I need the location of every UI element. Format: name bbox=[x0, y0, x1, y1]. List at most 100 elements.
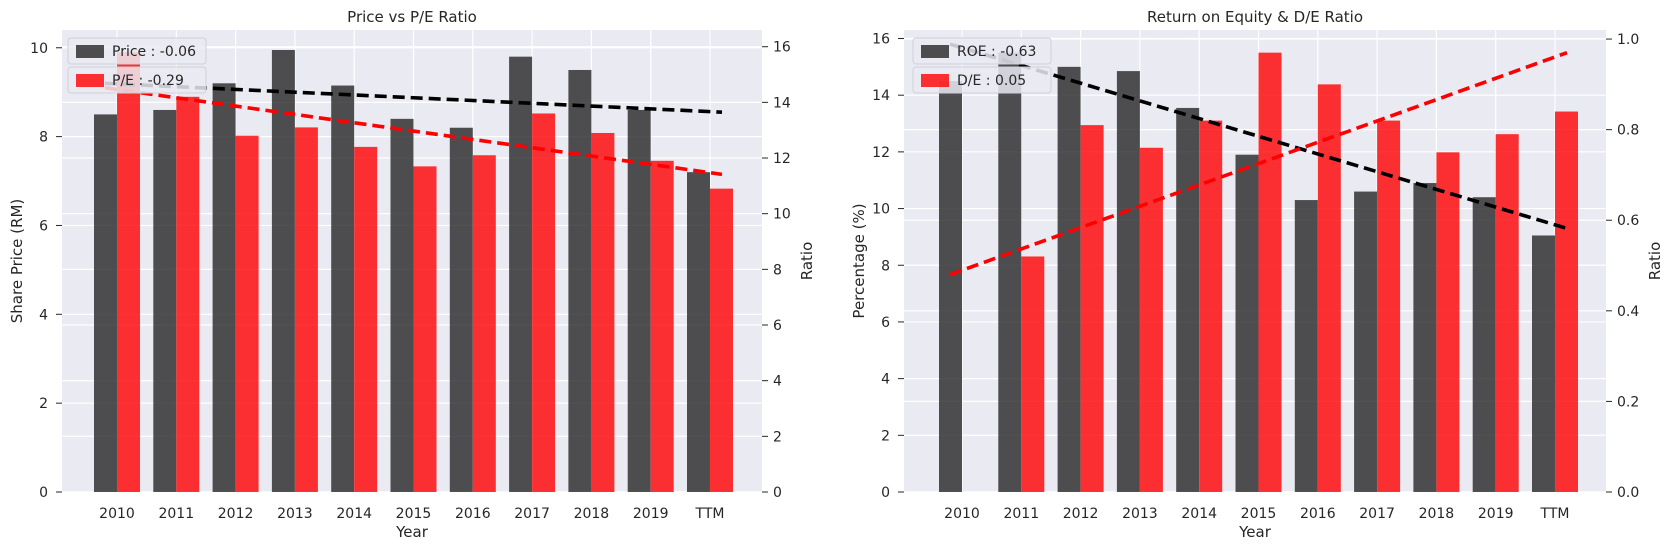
dark-bar-2015 bbox=[390, 118, 414, 492]
x-tick-label: 2013 bbox=[1122, 506, 1158, 522]
legend-label: Price : -0.06 bbox=[112, 44, 196, 60]
y2-tick-label: 0.6 bbox=[1617, 213, 1639, 229]
y-tick-label: 6 bbox=[39, 218, 48, 234]
red-bar-2014 bbox=[1199, 120, 1223, 493]
y2-tick-label: 0.0 bbox=[1617, 485, 1639, 501]
y2-tick-label: 6 bbox=[773, 318, 782, 334]
legend-2: P/E : -0.29 bbox=[67, 66, 207, 94]
y-tick-label: 4 bbox=[881, 372, 890, 388]
x-tick-label: TTM bbox=[695, 506, 725, 522]
legend-1: Price : -0.06 bbox=[67, 37, 207, 65]
x-tick-label: 2014 bbox=[336, 506, 372, 522]
dark-bar-2019 bbox=[1472, 197, 1496, 492]
y-tick-label: 4 bbox=[39, 307, 48, 323]
dark-bar-2019 bbox=[627, 109, 651, 492]
x-tick-label: 2018 bbox=[1419, 506, 1455, 522]
y2-tick-label: 12 bbox=[773, 151, 791, 167]
dark-bar-2018 bbox=[1413, 183, 1437, 492]
y-axis-label: Share Price (RM) bbox=[8, 199, 26, 323]
red-bar-2016 bbox=[1317, 84, 1341, 493]
red-bar-ttm bbox=[1555, 111, 1578, 492]
red-bar-2012 bbox=[235, 135, 259, 492]
dark-bar-2016 bbox=[449, 127, 473, 492]
y-tick-label: 2 bbox=[881, 428, 890, 444]
y-tick-label: 0 bbox=[39, 485, 48, 501]
y2-axis-label: Ratio bbox=[1646, 242, 1664, 281]
x-axis-label: Year bbox=[395, 523, 429, 541]
red-bar-2018 bbox=[1436, 152, 1460, 492]
x-tick-label: 2014 bbox=[1181, 506, 1217, 522]
red-bar-2013 bbox=[294, 127, 318, 492]
x-tick-label: 2015 bbox=[396, 506, 432, 522]
red-bar-2011 bbox=[176, 96, 200, 493]
dark-bar-2015 bbox=[1235, 154, 1259, 492]
dark-bar-2014 bbox=[1176, 107, 1200, 492]
y2-tick-label: 0.2 bbox=[1617, 394, 1639, 410]
dark-bar-ttm bbox=[687, 172, 710, 492]
y-tick-label: 2 bbox=[39, 396, 48, 412]
red-bar-2016 bbox=[472, 155, 496, 492]
red-bar-2015 bbox=[1258, 52, 1282, 492]
y2-tick-label: 0.8 bbox=[1617, 123, 1639, 139]
y2-tick-label: 8 bbox=[773, 262, 782, 278]
y2-tick-label: 4 bbox=[773, 374, 782, 390]
dark-bar-ttm bbox=[1532, 235, 1555, 493]
red-bar-2019 bbox=[650, 160, 674, 492]
red-bar-2014 bbox=[354, 146, 378, 492]
legend-swatch bbox=[921, 74, 949, 87]
x-tick-label: 2011 bbox=[158, 506, 194, 522]
y-tick-label: 14 bbox=[872, 88, 890, 104]
red-bar-2015 bbox=[413, 166, 437, 493]
x-tick-label: TTM bbox=[1540, 506, 1570, 522]
x-tick-label: 2018 bbox=[574, 506, 610, 522]
y2-tick-label: 14 bbox=[773, 95, 791, 111]
legend-swatch bbox=[76, 74, 104, 87]
y-tick-label: 10 bbox=[872, 202, 890, 218]
y-tick-label: 8 bbox=[881, 258, 890, 274]
red-trend-line bbox=[104, 85, 723, 177]
y2-tick-label: 0.4 bbox=[1617, 304, 1639, 320]
y2-tick-label: 0 bbox=[773, 485, 782, 501]
x-axis-label: Year bbox=[1238, 523, 1272, 541]
chart-title: Return on Equity & D/E Ratio bbox=[1147, 8, 1363, 26]
legend-1: ROE : -0.63 bbox=[912, 37, 1052, 65]
red-bar-2019 bbox=[1495, 134, 1519, 493]
dark-bar-2011 bbox=[998, 52, 1022, 493]
x-tick-label: 2016 bbox=[1300, 506, 1336, 522]
legend-2: D/E : 0.05 bbox=[912, 66, 1052, 94]
y2-axis-label: Ratio bbox=[798, 242, 816, 281]
red-bar-2011 bbox=[1021, 256, 1045, 492]
dark-bar-2010 bbox=[939, 81, 962, 492]
y-tick-label: 6 bbox=[881, 315, 890, 331]
y2-tick-label: 10 bbox=[773, 207, 791, 223]
dark-bar-2018 bbox=[568, 69, 592, 492]
red-bar-2012 bbox=[1080, 125, 1104, 492]
legend-label: ROE : -0.63 bbox=[957, 44, 1036, 60]
y-tick-label: 16 bbox=[872, 32, 890, 48]
dark-bar-2011 bbox=[153, 109, 177, 492]
dark-bar-2013 bbox=[1116, 71, 1140, 493]
x-tick-label: 2017 bbox=[514, 506, 550, 522]
x-tick-label: 2019 bbox=[633, 506, 669, 522]
y2-tick-label: 2 bbox=[773, 429, 782, 445]
dark-bar-2012 bbox=[1057, 66, 1081, 493]
red-bar-2017 bbox=[532, 113, 556, 493]
x-tick-label: 2015 bbox=[1241, 506, 1277, 522]
chart-2: 0 2 4 6 8 10 12 14 16 0.0 0.2 0.4 0.6 0.8 1.0 2010 2011 2… bbox=[850, 8, 1664, 541]
y-axis-label: Percentage (%) bbox=[850, 203, 868, 318]
y2-tick-label: 16 bbox=[773, 40, 791, 56]
legend-swatch bbox=[76, 45, 104, 58]
y-tick-label: 12 bbox=[872, 145, 890, 161]
red-bar-ttm bbox=[710, 188, 733, 492]
chart-1: 0 2 4 6 8 10 0 2 4 6 8 10 12 14 16 2010 2011 2012 2013 2014… bbox=[8, 8, 816, 541]
y-tick-label: 10 bbox=[30, 41, 48, 57]
dark-bar-2010 bbox=[94, 114, 117, 493]
red-trend-line bbox=[949, 50, 1568, 277]
legend-label: D/E : 0.05 bbox=[957, 73, 1026, 89]
dark-trend-line bbox=[104, 81, 723, 114]
x-tick-label: 2012 bbox=[1063, 506, 1099, 522]
dark-bar-2016 bbox=[1294, 200, 1318, 493]
x-tick-label: 2012 bbox=[218, 506, 254, 522]
y-tick-label: 0 bbox=[881, 485, 890, 501]
x-tick-label: 2010 bbox=[99, 506, 135, 522]
